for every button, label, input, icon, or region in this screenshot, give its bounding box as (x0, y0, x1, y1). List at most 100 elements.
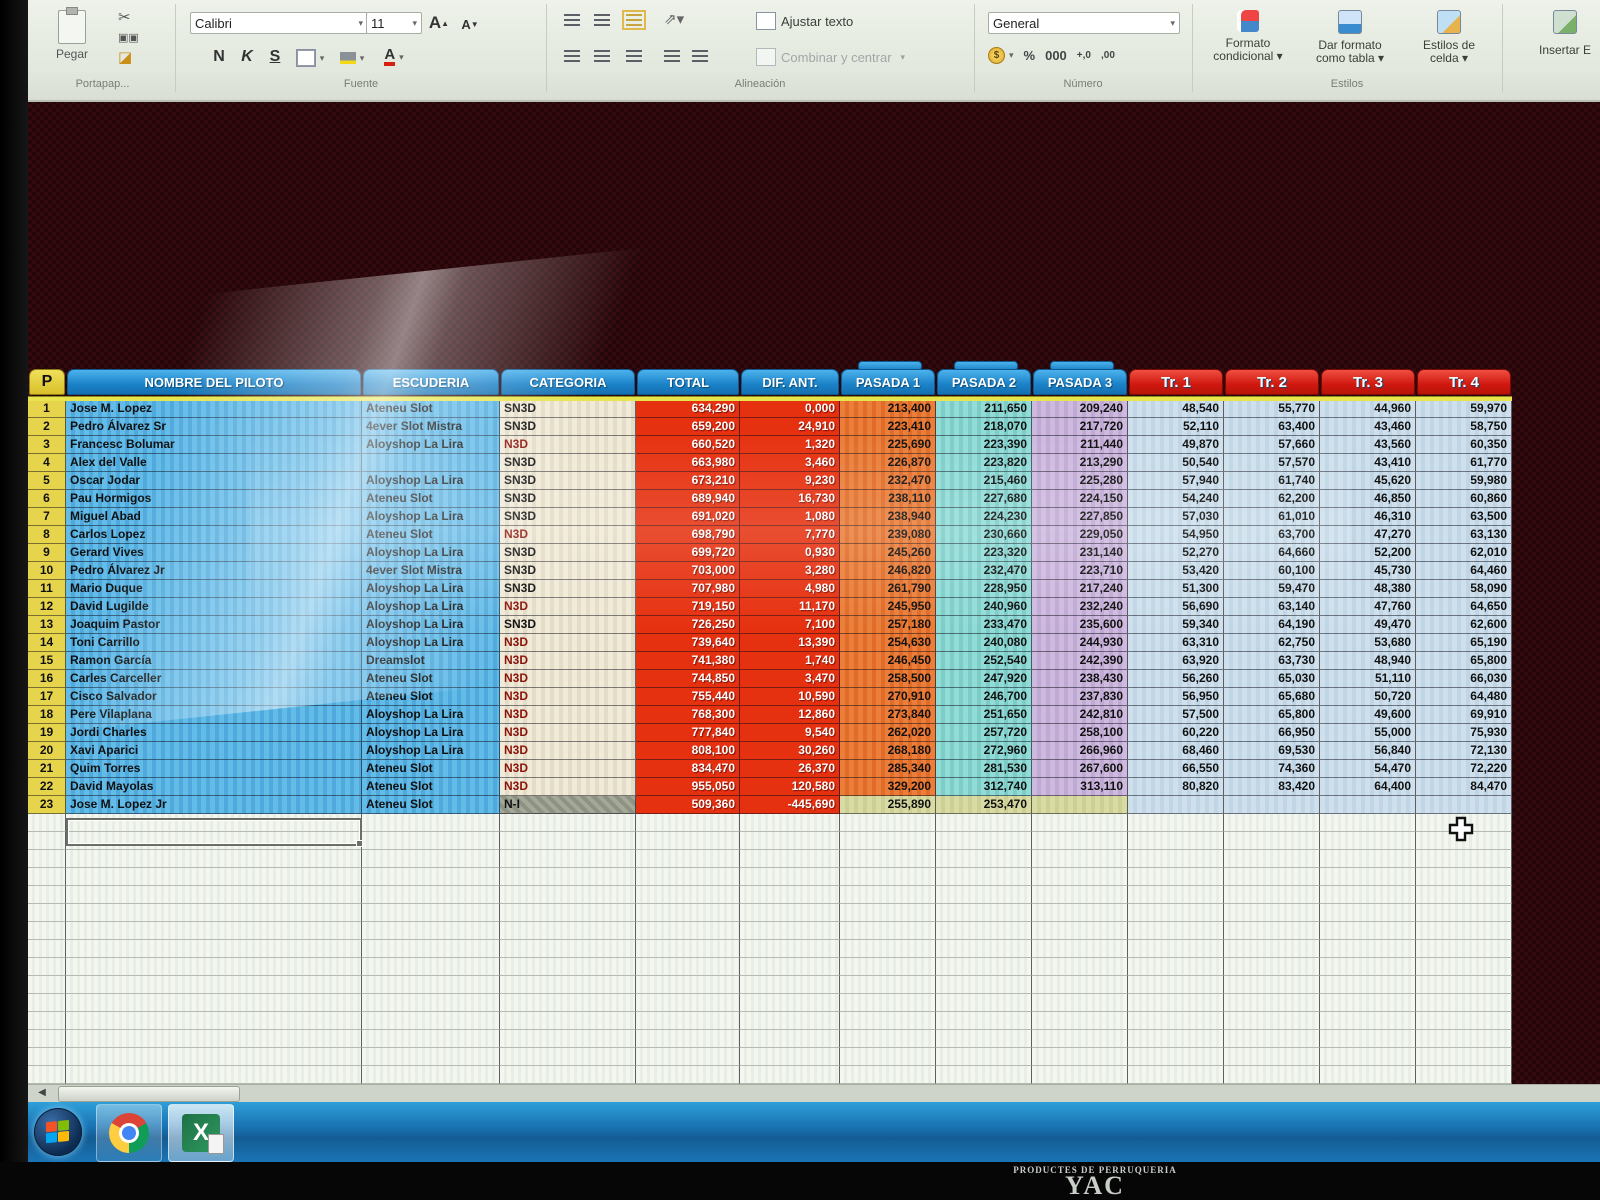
cell[interactable]: Miguel Abad (66, 508, 362, 526)
empty-cell[interactable] (936, 814, 1032, 832)
empty-cell[interactable] (28, 832, 66, 850)
conditional-format-button[interactable]: Formato condicional ▾ (1200, 10, 1296, 63)
empty-cell[interactable] (1128, 940, 1224, 958)
cell[interactable]: 64,190 (1224, 616, 1320, 634)
cell[interactable]: Aloyshop La Lira (362, 436, 500, 454)
cell[interactable]: David Mayolas (66, 778, 362, 796)
cell[interactable] (1320, 796, 1416, 814)
empty-cell[interactable] (500, 958, 636, 976)
percent-button[interactable]: % (1023, 47, 1036, 63)
empty-cell[interactable] (1128, 994, 1224, 1012)
empty-cell[interactable] (28, 814, 66, 832)
empty-cell[interactable] (636, 832, 740, 850)
cell[interactable]: Joaquim Pastor (66, 616, 362, 634)
cell[interactable]: 64,650 (1416, 598, 1512, 616)
cell[interactable]: 663,980 (636, 454, 740, 472)
empty-cell[interactable] (1416, 958, 1512, 976)
cell[interactable]: 258,100 (1032, 724, 1128, 742)
fill-color-button[interactable]: ▾ (334, 46, 370, 70)
cell[interactable]: Ateneu Slot (362, 670, 500, 688)
empty-cell[interactable] (936, 922, 1032, 940)
grow-font-button[interactable]: A ▲ (428, 13, 450, 32)
cell[interactable]: 21 (28, 760, 66, 778)
empty-cell[interactable] (1032, 1030, 1128, 1048)
cell[interactable]: 3 (28, 436, 66, 454)
empty-cell[interactable] (936, 1012, 1032, 1030)
empty-cell[interactable] (1224, 976, 1320, 994)
empty-cell[interactable] (28, 886, 66, 904)
excel-taskbar-button[interactable]: X (168, 1104, 234, 1162)
cell[interactable]: 48,940 (1320, 652, 1416, 670)
cell[interactable]: 707,980 (636, 580, 740, 598)
empty-cell[interactable] (840, 1012, 936, 1030)
cell[interactable]: 66,030 (1416, 670, 1512, 688)
cell[interactable]: Carlos Lopez (66, 526, 362, 544)
cell[interactable]: 55,770 (1224, 400, 1320, 418)
empty-cell[interactable] (28, 868, 66, 886)
cell[interactable]: Quim Torres (66, 760, 362, 778)
cell[interactable]: 63,400 (1224, 418, 1320, 436)
empty-cell[interactable] (636, 868, 740, 886)
cell[interactable]: 262,020 (840, 724, 936, 742)
cell[interactable]: Aloyshop La Lira (362, 598, 500, 616)
empty-cell[interactable] (636, 814, 740, 832)
empty-cell[interactable] (740, 940, 840, 958)
cell[interactable]: 691,020 (636, 508, 740, 526)
empty-cell[interactable] (500, 1048, 636, 1066)
cell[interactable]: 43,410 (1320, 454, 1416, 472)
empty-cell[interactable] (1032, 1048, 1128, 1066)
empty-cell[interactable] (740, 922, 840, 940)
cell[interactable]: 509,360 (636, 796, 740, 814)
cell[interactable]: 689,940 (636, 490, 740, 508)
cell[interactable]: 49,870 (1128, 436, 1224, 454)
cell[interactable]: 14 (28, 634, 66, 652)
cell[interactable]: 1,080 (740, 508, 840, 526)
empty-cell[interactable] (1416, 1012, 1512, 1030)
cell[interactable]: 59,970 (1416, 400, 1512, 418)
empty-cell[interactable] (362, 850, 500, 868)
cell[interactable]: 698,790 (636, 526, 740, 544)
cell[interactable]: 5 (28, 472, 66, 490)
empty-cell[interactable] (28, 850, 66, 868)
empty-cell[interactable] (28, 976, 66, 994)
empty-cell[interactable] (1416, 940, 1512, 958)
cell[interactable]: 228,950 (936, 580, 1032, 598)
cell[interactable]: 69,910 (1416, 706, 1512, 724)
empty-cell[interactable] (362, 1030, 500, 1048)
cell[interactable]: Aloyshop La Lira (362, 580, 500, 598)
empty-cell[interactable] (1128, 1030, 1224, 1048)
empty-cell[interactable] (1128, 922, 1224, 940)
cell[interactable]: 23 (28, 796, 66, 814)
cell[interactable]: 57,030 (1128, 508, 1224, 526)
cell[interactable]: 273,840 (840, 706, 936, 724)
cell[interactable]: Ramon García (66, 652, 362, 670)
cell[interactable]: 227,680 (936, 490, 1032, 508)
cell[interactable]: 57,660 (1224, 436, 1320, 454)
cell[interactable]: 673,210 (636, 472, 740, 490)
cell[interactable]: Ateneu Slot (362, 760, 500, 778)
empty-cell[interactable] (362, 922, 500, 940)
empty-cell[interactable] (66, 1030, 362, 1048)
empty-cell[interactable] (362, 976, 500, 994)
empty-cell[interactable] (500, 814, 636, 832)
empty-cell[interactable] (66, 958, 362, 976)
empty-cell[interactable] (740, 994, 840, 1012)
empty-cell[interactable] (840, 1066, 936, 1084)
empty-cell[interactable] (362, 1066, 500, 1084)
empty-cell[interactable] (1224, 850, 1320, 868)
empty-cell[interactable] (1416, 1030, 1512, 1048)
paste-button[interactable]: Pegar (56, 7, 88, 61)
cell[interactable]: 44,960 (1320, 400, 1416, 418)
cell[interactable]: 252,540 (936, 652, 1032, 670)
cell[interactable]: 66,950 (1224, 724, 1320, 742)
cell[interactable]: 240,960 (936, 598, 1032, 616)
cell[interactable]: 227,850 (1032, 508, 1128, 526)
column-header-tr-3[interactable]: Tr. 3 (1321, 369, 1415, 395)
empty-cell[interactable] (840, 940, 936, 958)
cell[interactable]: 255,890 (840, 796, 936, 814)
cell[interactable]: 58,750 (1416, 418, 1512, 436)
cell[interactable]: SN3D (500, 544, 636, 562)
empty-cell[interactable] (636, 886, 740, 904)
cell[interactable]: 83,420 (1224, 778, 1320, 796)
empty-cell[interactable] (636, 940, 740, 958)
